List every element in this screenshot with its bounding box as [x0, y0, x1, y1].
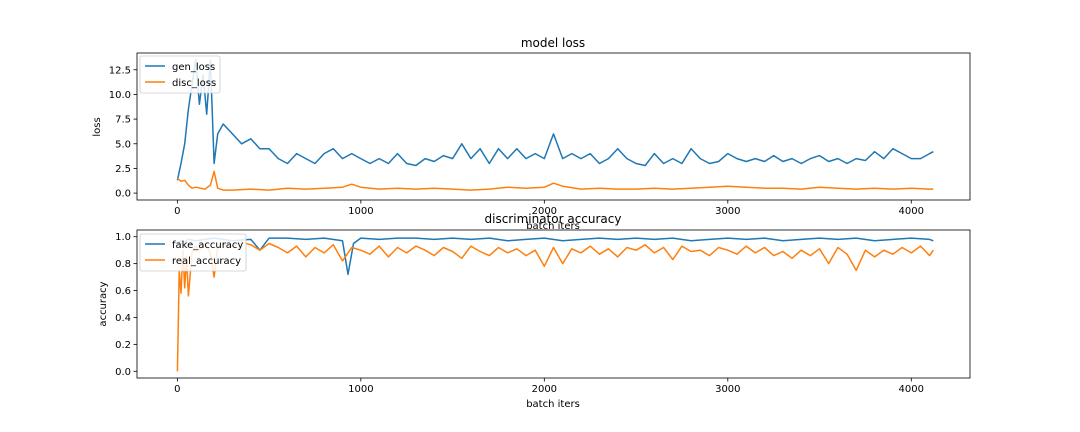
loss-chart-ylabel: loss: [92, 117, 103, 136]
accuracy-axes-frame: [136, 229, 971, 379]
loss-ytick-label: 7.5: [115, 115, 131, 126]
loss-chart-xlabel: batch iters: [526, 221, 580, 232]
accuracy-chart: 0 1000 2000 3000 4000 0.0 0.2 0.4 0.6 0.8 1.0 disc…: [98, 212, 971, 410]
legend-disc-loss-label: disc_loss: [172, 78, 216, 89]
loss-ytick-label: 5.0: [115, 139, 131, 150]
loss-ytick-label: 0.0: [115, 189, 131, 200]
loss-plot-area: 0 1000 2000 3000 4000 0.0 2.5 5.0 7.5 10.0 12.5: [109, 52, 971, 217]
loss-xtick-label: 4000: [899, 206, 924, 217]
accuracy-legend: fake_accuracy real_accuracy: [139, 233, 247, 272]
loss-xtick-label: 2000: [532, 206, 557, 217]
loss-ytick-label: 12.5: [109, 65, 131, 76]
accuracy-xtick-label: 0: [174, 384, 180, 395]
accuracy-xtick-label: 3000: [715, 384, 740, 395]
loss-series-disc-loss: [176, 170, 934, 191]
accuracy-ytick-label: 0.2: [115, 340, 131, 351]
legend-real-accuracy-label: real_accuracy: [172, 256, 241, 267]
accuracy-ytick-label: 0.6: [115, 286, 131, 297]
accuracy-ytick-label: 1.0: [115, 232, 131, 243]
loss-series-gen-loss: [176, 59, 934, 181]
loss-axes-frame: [136, 52, 971, 201]
accuracy-xtick-label: 2000: [532, 384, 557, 395]
legend-gen-loss-label: gen_loss: [172, 62, 215, 73]
accuracy-ytick-label: 0.0: [115, 367, 131, 378]
loss-ytick-label: 10.0: [109, 90, 131, 101]
loss-chart: model loss 0 1000 2000 3000 4000 0.0 2.5 5.0 7.5…: [92, 36, 971, 232]
loss-xtick-label: 3000: [715, 206, 740, 217]
loss-xtick-label: 0: [174, 206, 180, 217]
accuracy-chart-ylabel: accuracy: [98, 281, 109, 326]
accuracy-xtick-label: 4000: [899, 384, 924, 395]
loss-ytick-label: 2.5: [115, 164, 131, 175]
legend-fake-accuracy-label: fake_accuracy: [172, 240, 243, 251]
accuracy-chart-xlabel: batch iters: [526, 399, 580, 410]
loss-legend: gen_loss disc_loss: [139, 55, 221, 94]
accuracy-ytick-label: 0.8: [115, 259, 131, 270]
accuracy-xtick-label: 1000: [348, 384, 373, 395]
loss-xtick-label: 1000: [348, 206, 373, 217]
loss-chart-title: model loss: [521, 36, 585, 50]
accuracy-ytick-label: 0.4: [115, 313, 131, 324]
accuracy-chart-title: discriminator accuracy: [485, 212, 622, 226]
